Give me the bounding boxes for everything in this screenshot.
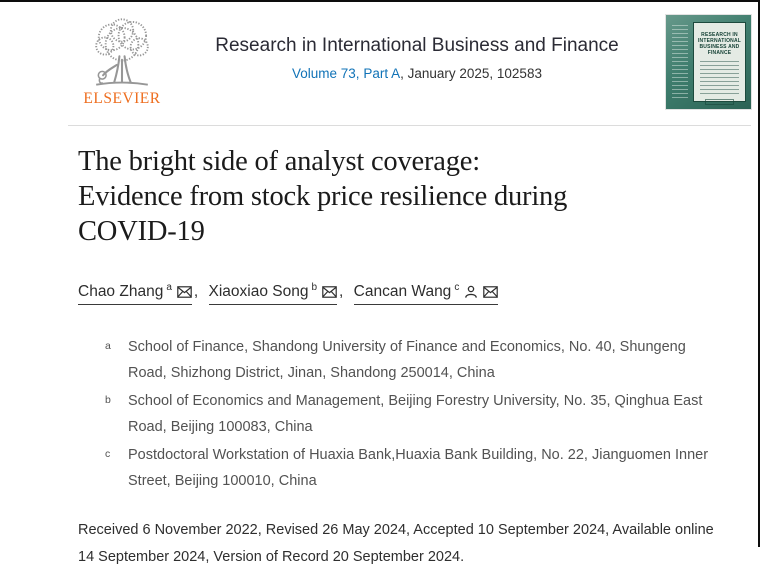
elsevier-logo[interactable]: ELSEVIER <box>76 15 168 108</box>
volume-issue-link[interactable]: Volume 73, Part A <box>292 66 401 81</box>
article-title: The bright side of analyst coverage: Evi… <box>78 144 718 249</box>
article-history-dates: Received 6 November 2022, Revised 26 May… <box>78 522 714 565</box>
elsevier-tree-icon <box>95 18 149 86</box>
issue-line: Volume 73, Part A, January 2025, 102583 <box>168 66 666 81</box>
affiliation-text: Postdoctoral Workstation of Huaxia Bank,… <box>128 447 709 489</box>
affiliation-item-a: a School of Finance, Shandong University… <box>105 335 718 386</box>
cover-title-panel: RESEARCH IN INTERNATIONAL BUSINESS AND F… <box>693 22 746 105</box>
affiliation-list: a School of Finance, Shandong University… <box>78 335 718 494</box>
affiliation-sup: c <box>105 448 111 460</box>
envelope-icon[interactable] <box>322 286 337 298</box>
author-affiliation-sup: c <box>454 281 460 293</box>
header-divider <box>68 125 751 126</box>
author-affiliation-sup: b <box>311 281 318 293</box>
article-title-line: Evidence from stock price resilience dur… <box>78 181 568 212</box>
author-name: Chao Zhang <box>78 283 164 300</box>
person-icon[interactable] <box>464 285 478 299</box>
author-list: Chao Zhang a , Xiaoxiao Song b , <box>78 281 718 305</box>
journal-cover-thumbnail[interactable]: RESEARCH IN INTERNATIONAL BUSINESS AND F… <box>666 15 751 109</box>
article-header-section: The bright side of analyst coverage: Evi… <box>0 126 758 571</box>
cover-publisher-box <box>705 99 734 105</box>
author-link-xiaoxiao-song[interactable]: Xiaoxiao Song b <box>208 281 338 305</box>
journal-title-link[interactable]: Research in International Business and F… <box>215 35 619 56</box>
envelope-icon[interactable] <box>483 286 499 298</box>
author-affiliation-sup: a <box>166 281 172 293</box>
affiliation-item-b: b School of Economics and Management, Be… <box>105 389 718 440</box>
cover-contents-column <box>672 25 688 99</box>
affiliation-sup: a <box>105 340 111 352</box>
cover-title-line: FINANCE <box>707 50 732 56</box>
elsevier-wordmark: ELSEVIER <box>83 90 161 107</box>
cover-title-line: RESEARCH IN <box>701 32 738 38</box>
affiliation-sup: b <box>105 394 111 406</box>
author-link-chao-zhang[interactable]: Chao Zhang a <box>78 281 192 305</box>
envelope-icon[interactable] <box>177 286 192 298</box>
author-separator: , <box>339 283 344 300</box>
issue-date-id: , January 2025, 102583 <box>400 66 542 81</box>
author-link-cancan-wang[interactable]: Cancan Wang c <box>353 281 499 305</box>
affiliation-text: School of Finance, Shandong University o… <box>128 339 686 381</box>
journal-header: ELSEVIER Research in International Busin… <box>0 2 758 109</box>
author-name: Cancan Wang <box>353 283 452 300</box>
affiliation-item-c: c Postdoctoral Workstation of Huaxia Ban… <box>105 443 718 494</box>
article-title-line: COVID-19 <box>78 216 205 247</box>
author-separator: , <box>193 283 199 300</box>
cover-title-line: BUSINESS AND <box>699 44 740 50</box>
author-name: Xiaoxiao Song <box>208 283 309 300</box>
journal-header-center: Research in International Business and F… <box>168 15 666 81</box>
cover-contents-lines <box>699 61 740 95</box>
article-title-line: The bright side of analyst coverage: <box>78 146 480 177</box>
affiliation-text: School of Economics and Management, Beij… <box>128 393 703 435</box>
cover-title-line: INTERNATIONAL <box>697 38 742 44</box>
